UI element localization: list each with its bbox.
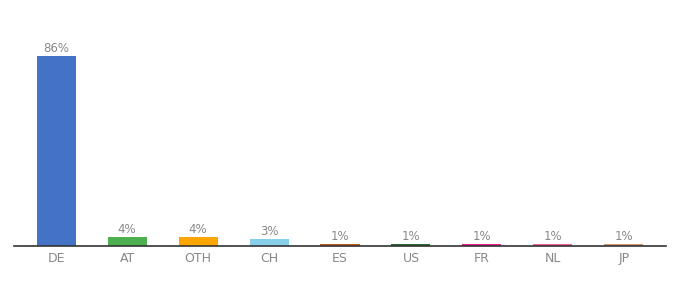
Bar [605, 244, 643, 246]
Text: 86%: 86% [43, 42, 69, 55]
Text: 1%: 1% [543, 230, 562, 243]
Bar [37, 56, 75, 246]
Text: 4%: 4% [118, 223, 137, 236]
Text: 1%: 1% [473, 230, 491, 243]
Text: 1%: 1% [615, 230, 633, 243]
Bar [533, 244, 573, 246]
Text: 4%: 4% [189, 223, 207, 236]
Bar [392, 244, 430, 246]
Text: 1%: 1% [330, 230, 350, 243]
Bar [320, 244, 360, 246]
Bar [462, 244, 501, 246]
Bar [250, 239, 288, 246]
Text: 1%: 1% [402, 230, 420, 243]
Bar [179, 237, 218, 246]
Bar [107, 237, 147, 246]
Text: 3%: 3% [260, 225, 278, 238]
